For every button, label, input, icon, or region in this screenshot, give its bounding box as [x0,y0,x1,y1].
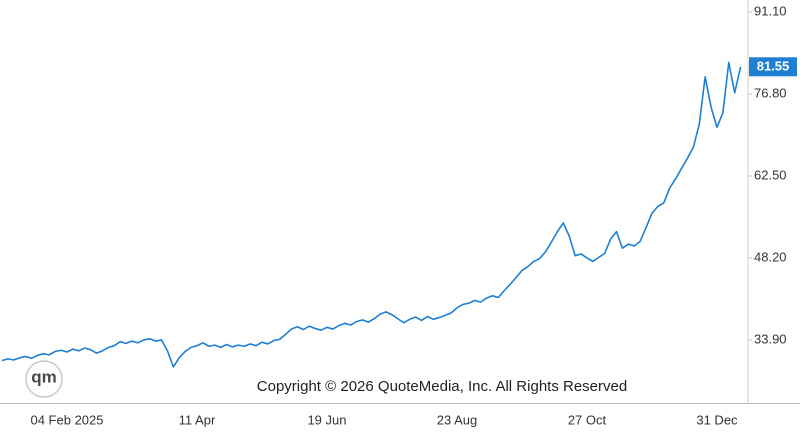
last-price-label: 81.55 [757,59,790,74]
y-tick-label: 48.20 [754,249,787,264]
logo: qm [25,360,63,398]
x-tick-label: 11 Apr [179,412,216,427]
y-tick-label: 76.80 [754,85,787,100]
price-line [1,61,742,368]
y-tick-label: 33.90 [754,331,787,346]
logo-circle [25,360,63,398]
x-tick-label: 23 Aug [437,412,478,427]
x-tick-label: 04 Feb 2025 [30,412,103,427]
last-price-box [749,57,797,77]
copyright: Copyright © 2026 QuoteMedia, Inc. All Ri… [257,378,627,395]
x-tick-label: 31 Dec [696,412,738,427]
x-tick-label: 19 Jun [307,412,346,427]
logo-text: qm [31,367,57,386]
x-tick-label: 27 Oct [568,412,607,427]
y-tick-label: 62.50 [754,167,787,182]
y-tick-label: 91.10 [754,3,787,18]
